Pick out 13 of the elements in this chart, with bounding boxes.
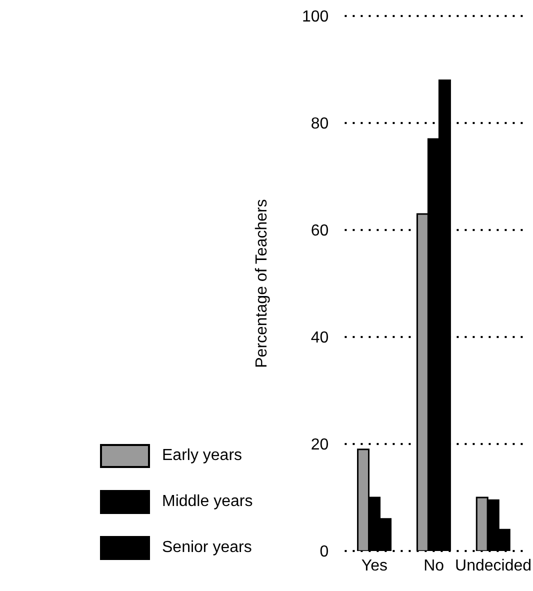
legend-label: Early years — [162, 447, 242, 465]
x-tick-label: No — [424, 557, 444, 574]
y-tick-label: 100 — [302, 8, 329, 26]
x-tick-label: Yes — [361, 557, 388, 574]
y-tick-label: 20 — [310, 436, 329, 454]
y-axis-title: Percentage of Teachers — [253, 199, 270, 368]
y-tick-label: 80 — [310, 116, 329, 133]
y-tick-label: 0 — [320, 544, 329, 561]
legend-label: Senior years — [162, 539, 252, 557]
legend-label: Middle years — [162, 493, 253, 511]
x-tick-label: Undecided — [455, 557, 532, 574]
y-tick-label: 60 — [310, 222, 329, 240]
y-tick-label: 40 — [310, 330, 329, 347]
